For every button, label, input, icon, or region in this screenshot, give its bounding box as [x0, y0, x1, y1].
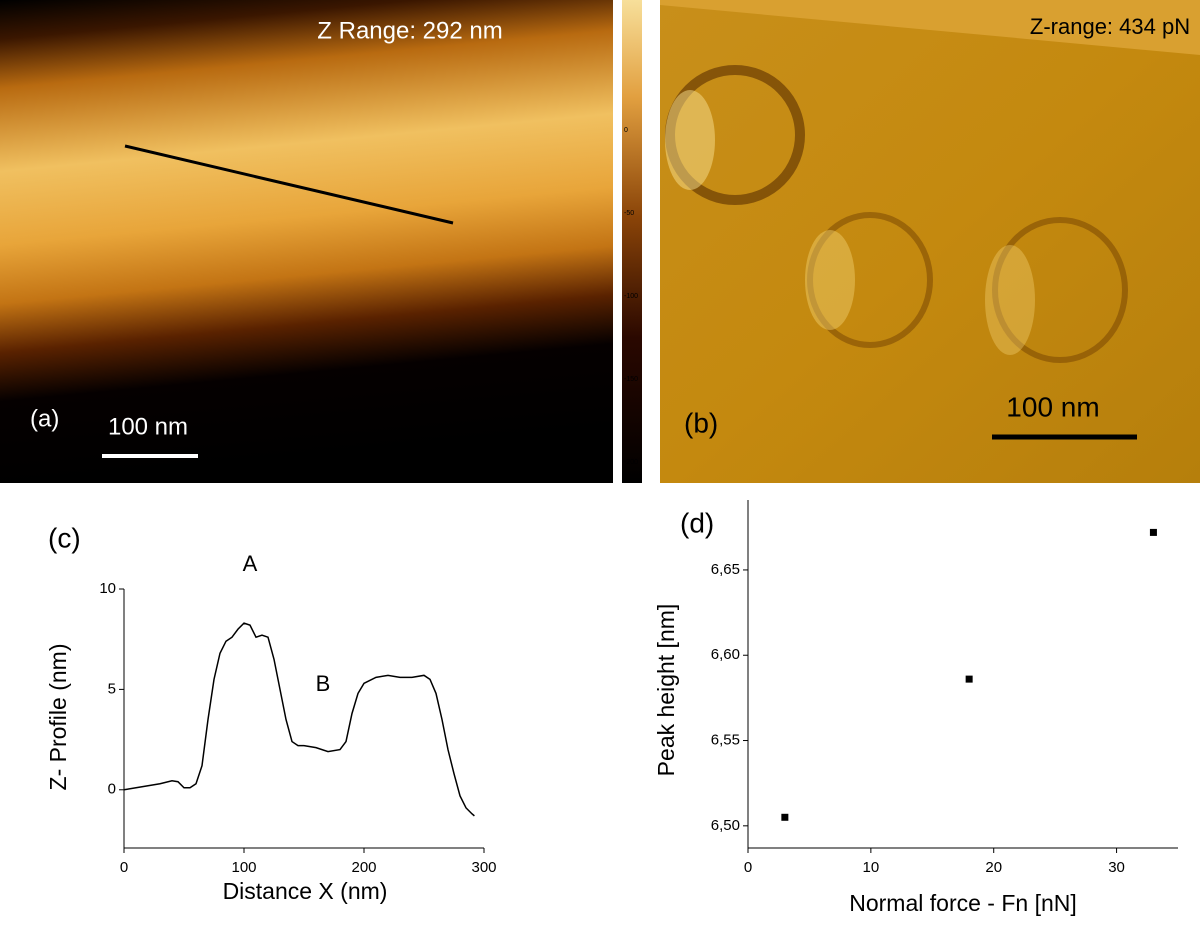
panel-label: (c): [48, 522, 81, 553]
y-tick-label: 6,65: [711, 561, 740, 578]
colorbar-tick-label: -200: [624, 459, 638, 466]
x-axis-label: Distance X (nm): [223, 878, 388, 904]
y-axis-label: Peak height [nm]: [653, 604, 679, 777]
colorbar: 0 -50 -100 -150 -200: [622, 0, 642, 483]
panel-label: (b): [684, 407, 718, 438]
annotation: A: [243, 551, 258, 576]
bump: [805, 230, 855, 330]
y-axis-label: Z- Profile (nm): [45, 644, 71, 791]
bump: [992, 217, 1128, 363]
edge: [660, 0, 1200, 55]
y-tick-label: 5: [108, 680, 116, 697]
force-map: [660, 0, 1200, 483]
z-range: Z-range: 434 pN: [1030, 14, 1190, 39]
x-tick-label: 300: [471, 859, 496, 876]
x-tick-label: 20: [985, 859, 1002, 876]
x-tick-label: 100: [231, 859, 256, 876]
bump: [665, 90, 715, 190]
x-tick-label: 0: [120, 859, 128, 876]
annotation: B: [316, 671, 331, 696]
y-tick-label: 6,55: [711, 731, 740, 748]
scale-label: 100 nm: [108, 413, 188, 440]
colorbar-tick-label: -150: [624, 376, 638, 383]
panel-label: (a): [30, 405, 59, 432]
x-tick-label: 0: [744, 859, 752, 876]
bump: [807, 212, 933, 348]
profile-line: [124, 144, 454, 225]
colorbar-tick-label: -50: [624, 210, 634, 217]
profile-line: [123, 622, 475, 817]
afm-image-b: Z-range: 434 pN (b) 100 nm: [660, 0, 1200, 483]
height-map: [0, 0, 613, 483]
point: [1149, 528, 1157, 536]
colorbar-gradient: [622, 0, 642, 483]
y-tick-label: 10: [99, 580, 116, 597]
y-tick-label: 6,60: [711, 646, 740, 663]
point: [781, 813, 789, 821]
bump: [985, 245, 1035, 355]
y-tick-label: 0: [108, 781, 116, 798]
x-tick-label: 10: [863, 859, 880, 876]
x-tick-label: 200: [351, 859, 376, 876]
x-axis-label: Normal force - Fn [nN]: [849, 890, 1077, 916]
afm-image-a: Z Range: 292 nm (a) 100 nm: [0, 0, 613, 483]
point: [965, 675, 973, 683]
colorbar-tick-label: -100: [624, 293, 638, 300]
z-range: Z Range: 292 nm: [317, 17, 502, 44]
scale-label: 100 nm: [1006, 391, 1099, 422]
x-tick-label: 30: [1108, 859, 1125, 876]
colorbar-tick-label: 0: [624, 127, 628, 134]
panel-label: (d): [680, 507, 714, 538]
y-tick-label: 6,50: [711, 817, 740, 834]
